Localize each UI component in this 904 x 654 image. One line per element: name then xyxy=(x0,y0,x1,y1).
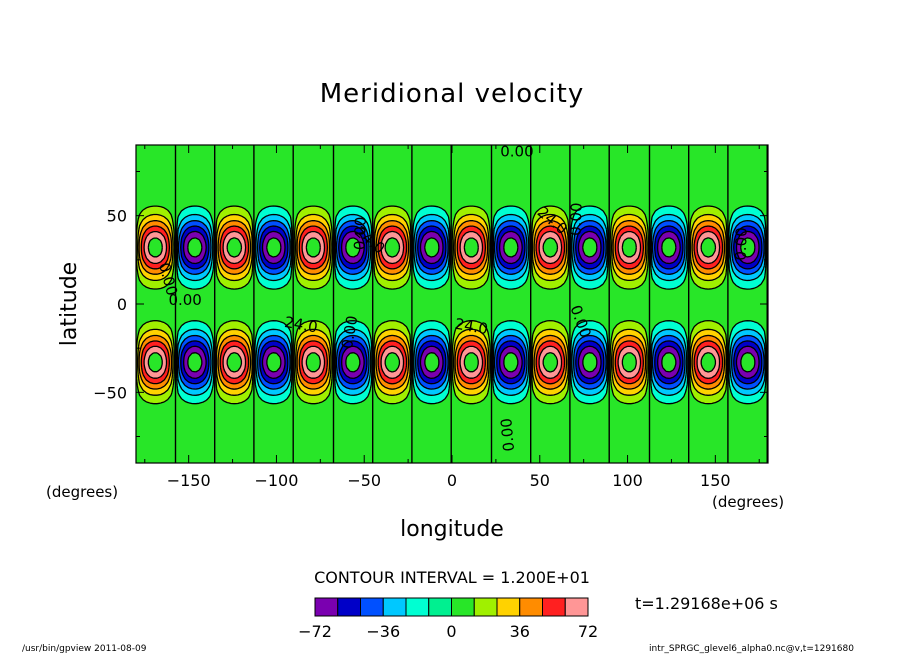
footer-left: /usr/bin/gpview 2011-08-09 xyxy=(22,644,147,654)
contour-label: 24.0 xyxy=(283,313,319,337)
colorbar-swatch xyxy=(405,597,430,617)
x-axis: −150 −100 −50 0 50 100 150 xyxy=(144,145,760,490)
colorbar-swatch xyxy=(519,597,543,617)
y-axis-unit: (degrees) xyxy=(46,483,118,501)
x-tick-label: 50 xyxy=(530,471,550,490)
colorbar-swatch xyxy=(314,597,339,617)
contour-lines xyxy=(136,145,768,463)
x-tick-label: −100 xyxy=(254,471,298,490)
colorbar-swatch xyxy=(564,597,589,617)
contour-label: 0.00 xyxy=(497,417,518,452)
contour-line xyxy=(175,205,767,405)
colorbar-tick-label: −72 xyxy=(298,622,332,641)
contour-label: 0.00 xyxy=(500,143,533,161)
y-tick-label: 0 xyxy=(117,295,127,314)
y-axis: 50 0 −50 xyxy=(93,171,768,437)
time-label: t=1.29168e+06 s xyxy=(635,594,778,613)
footer-right: intr_SPRGC_glevel6_alpha0.nc@v,t=1291680 xyxy=(649,644,854,654)
colorbar-swatch xyxy=(496,597,521,617)
contour-label: 0.00 xyxy=(732,227,751,261)
colorbar-swatch xyxy=(360,597,384,617)
colorbar-swatch xyxy=(428,597,452,617)
x-tick-label: 150 xyxy=(700,471,731,490)
contour-line xyxy=(143,230,721,380)
y-axis-label: latitude xyxy=(57,262,82,346)
x-tick-label: 100 xyxy=(612,471,643,490)
contour-label: 0.00 xyxy=(338,314,362,350)
colorbar-tick-label: 72 xyxy=(578,622,598,641)
contour-line xyxy=(180,225,763,385)
colorbar-tick-label: −36 xyxy=(366,622,400,641)
contour-line xyxy=(147,237,717,373)
colorbar-swatch xyxy=(337,597,361,617)
contour-line xyxy=(187,237,756,373)
contour-label: 0.00 xyxy=(168,291,201,309)
contour-line xyxy=(174,145,768,463)
chart-title: Meridional velocity xyxy=(320,79,585,109)
colorbar-tick-label: 0 xyxy=(446,622,456,641)
contour-line xyxy=(138,219,726,390)
contour-label: 0.00 xyxy=(351,216,370,250)
contour-line xyxy=(136,205,728,405)
x-tick-label: −50 xyxy=(347,471,381,490)
contour-label: 24.0 xyxy=(453,315,489,339)
contour-interval-text: CONTOUR INTERVAL = 1.200E+01 xyxy=(314,568,590,587)
x-axis-label: longitude xyxy=(400,517,504,542)
y-tick-label: −50 xyxy=(93,383,127,402)
y-tick-label: 50 xyxy=(107,207,127,226)
colorbar: −72 −36 0 36 72 xyxy=(298,597,598,641)
colorbar-tick-label: 36 xyxy=(510,622,530,641)
contour-line xyxy=(182,230,760,380)
colorbar-swatch xyxy=(542,597,566,617)
contour-line xyxy=(177,219,765,390)
x-axis-unit: (degrees) xyxy=(712,493,784,511)
colorbar-swatch xyxy=(473,597,498,617)
x-tick-label: −150 xyxy=(167,471,211,490)
contour-line xyxy=(136,213,727,396)
colorbar-swatch xyxy=(451,597,475,617)
contour-line xyxy=(176,213,766,396)
colorbar-swatch xyxy=(382,597,407,617)
x-tick-label: 0 xyxy=(447,471,457,490)
contour-label: 0.00 xyxy=(567,202,586,236)
contour-line xyxy=(140,225,724,385)
